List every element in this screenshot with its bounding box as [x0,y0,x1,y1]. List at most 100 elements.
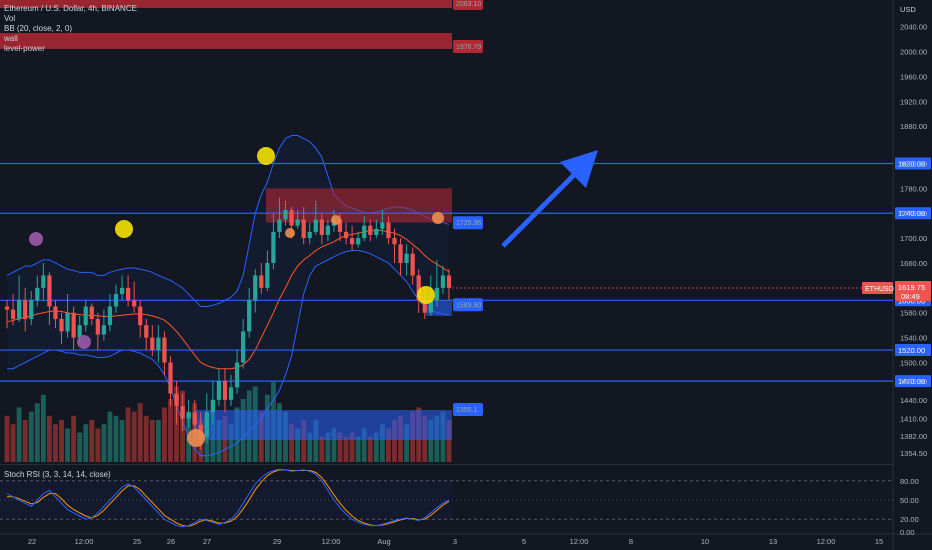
stoch-tick-label: 0.00 [900,528,915,537]
price-tick-label: 2040.00 [900,23,927,32]
candle [271,213,276,270]
candle-body [132,300,137,307]
time-tick-label: 22 [28,537,36,546]
zone-label-bg [453,298,483,312]
candle-body [65,312,70,332]
time-tick-label: 5 [522,537,526,546]
candle-body [216,381,222,400]
candle [29,290,34,326]
level-tag-bg [895,157,931,170]
candles [4,197,452,450]
volume-bar [295,428,301,462]
candle-body [29,300,34,319]
candle-body [204,412,209,438]
candle-body [4,306,10,310]
price-tick-label: 1580.00 [900,309,927,318]
signal-dot [115,220,133,238]
candle-body [416,275,421,301]
candle-body [23,300,28,319]
candle-body [362,225,367,239]
candle-body [138,306,143,326]
trend-arrow-shaft [501,164,585,248]
stoch-rsi-label[interactable]: Stoch RSI (3, 3, 14, 14, close) [4,470,111,479]
price-tick-label: 1440.00 [900,396,927,405]
last-price-symbol-bg [862,282,893,295]
candle [343,222,349,245]
candle [204,393,209,444]
candle [41,262,46,301]
candle [17,275,22,323]
volume-bar [119,420,125,462]
candle-body [301,219,306,239]
volume-bar [343,436,349,462]
candle [319,213,324,245]
zone-label-text: 1355.1 [456,407,478,414]
volume-bar [28,411,34,462]
support-zone-bottom [195,410,452,440]
candle [356,231,361,248]
signal-dot [187,429,205,447]
volume-bar [59,420,64,462]
candle [374,219,379,239]
candle-body [113,294,119,307]
candle [174,381,179,425]
volume-bar [325,432,331,462]
volume-bar [71,415,77,462]
candle [349,225,355,251]
volume-bar [386,428,391,462]
zone-label-bg [453,40,483,53]
zone-label-bg [453,216,483,230]
level-tag: 1820.00 [895,157,931,170]
candle-body [307,231,312,239]
candle-body [144,325,149,338]
indicator-level-power[interactable]: level-power [4,44,45,53]
candle-body [386,222,391,239]
volume-bar [228,424,234,462]
candle [35,275,40,307]
candle [404,244,409,276]
candle-body [156,337,161,351]
candle [265,250,270,291]
candle-body [192,412,197,425]
candle-body [277,219,282,232]
candle-body [368,225,373,235]
candle [301,207,306,245]
zone-label: 1355.1 [453,403,483,416]
volume-bar [216,420,222,462]
time-tick-label: 10 [701,537,709,546]
candle-body [392,238,397,245]
candle-body [253,275,258,301]
level-tag-text: 1740.00 [898,209,925,218]
indicator-vol[interactable]: Vol [4,14,16,23]
level-tag-bg [895,375,931,388]
trend-arrow-head [560,150,598,188]
candle [132,281,137,313]
volume-bar [355,436,361,462]
candle [23,287,28,332]
candle-body [150,337,155,351]
candle [138,300,143,338]
volume-bar [53,424,58,462]
indicator-wall[interactable]: wall [4,34,18,43]
signal-dot [29,232,43,246]
candle-body [101,325,107,335]
price-tick-label: 1382.00 [900,432,927,441]
currency-label: USD [900,5,916,14]
volume-bar [34,403,40,462]
candle-body [222,381,228,400]
time-tick-label: 26 [167,537,175,546]
candle [307,222,312,245]
candle-body [83,306,88,326]
candle [4,300,10,329]
zone-label-bg [453,403,483,416]
indicator-bb[interactable]: BB (20, close, 2, 0) [4,24,73,33]
candle [253,269,258,313]
time-tick-label: 25 [133,537,141,546]
candle [71,306,76,351]
candle [107,294,113,332]
level-tag-text: 1820.00 [898,159,925,168]
candle [325,219,331,242]
candle-body [35,287,40,301]
